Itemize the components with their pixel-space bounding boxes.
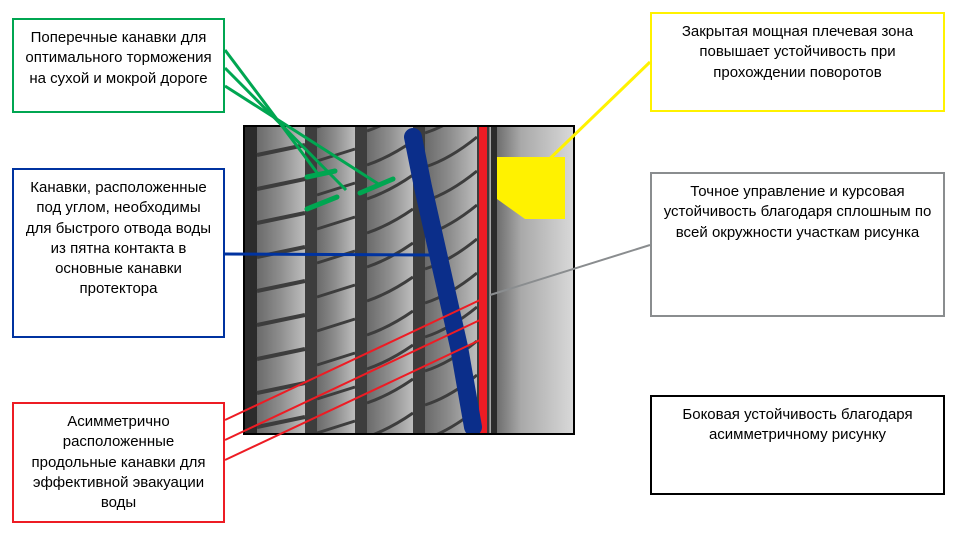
callout-text: Поперечные канавки для оптимального торм… (25, 29, 211, 87)
callout-closed-shoulder: Закрытая мощная плечевая зона повышает у… (650, 12, 945, 112)
callout-precise-control: Точное управление и курсовая устойчивост… (650, 172, 945, 317)
callout-text: Канавки, расположенные под углом, необхо… (26, 179, 211, 297)
callout-angled-grooves: Канавки, расположенные под углом, необхо… (12, 168, 225, 338)
tire-illustration (243, 125, 575, 435)
callout-asymmetric-grooves: Асимметрично расположенные продольные ка… (12, 402, 225, 523)
callout-lateral-grooves: Поперечные канавки для оптимального торм… (12, 18, 225, 113)
callout-text: Закрытая мощная плечевая зона повышает у… (682, 23, 913, 81)
callout-text: Боковая устойчивость благодаря асимметри… (682, 406, 912, 443)
tire-svg (245, 127, 575, 435)
callout-text: Асимметрично расположенные продольные ка… (32, 413, 206, 511)
callout-text: Точное управление и курсовая устойчивост… (664, 183, 932, 241)
callout-lateral-stability: Боковая устойчивость благодаря асимметри… (650, 395, 945, 495)
